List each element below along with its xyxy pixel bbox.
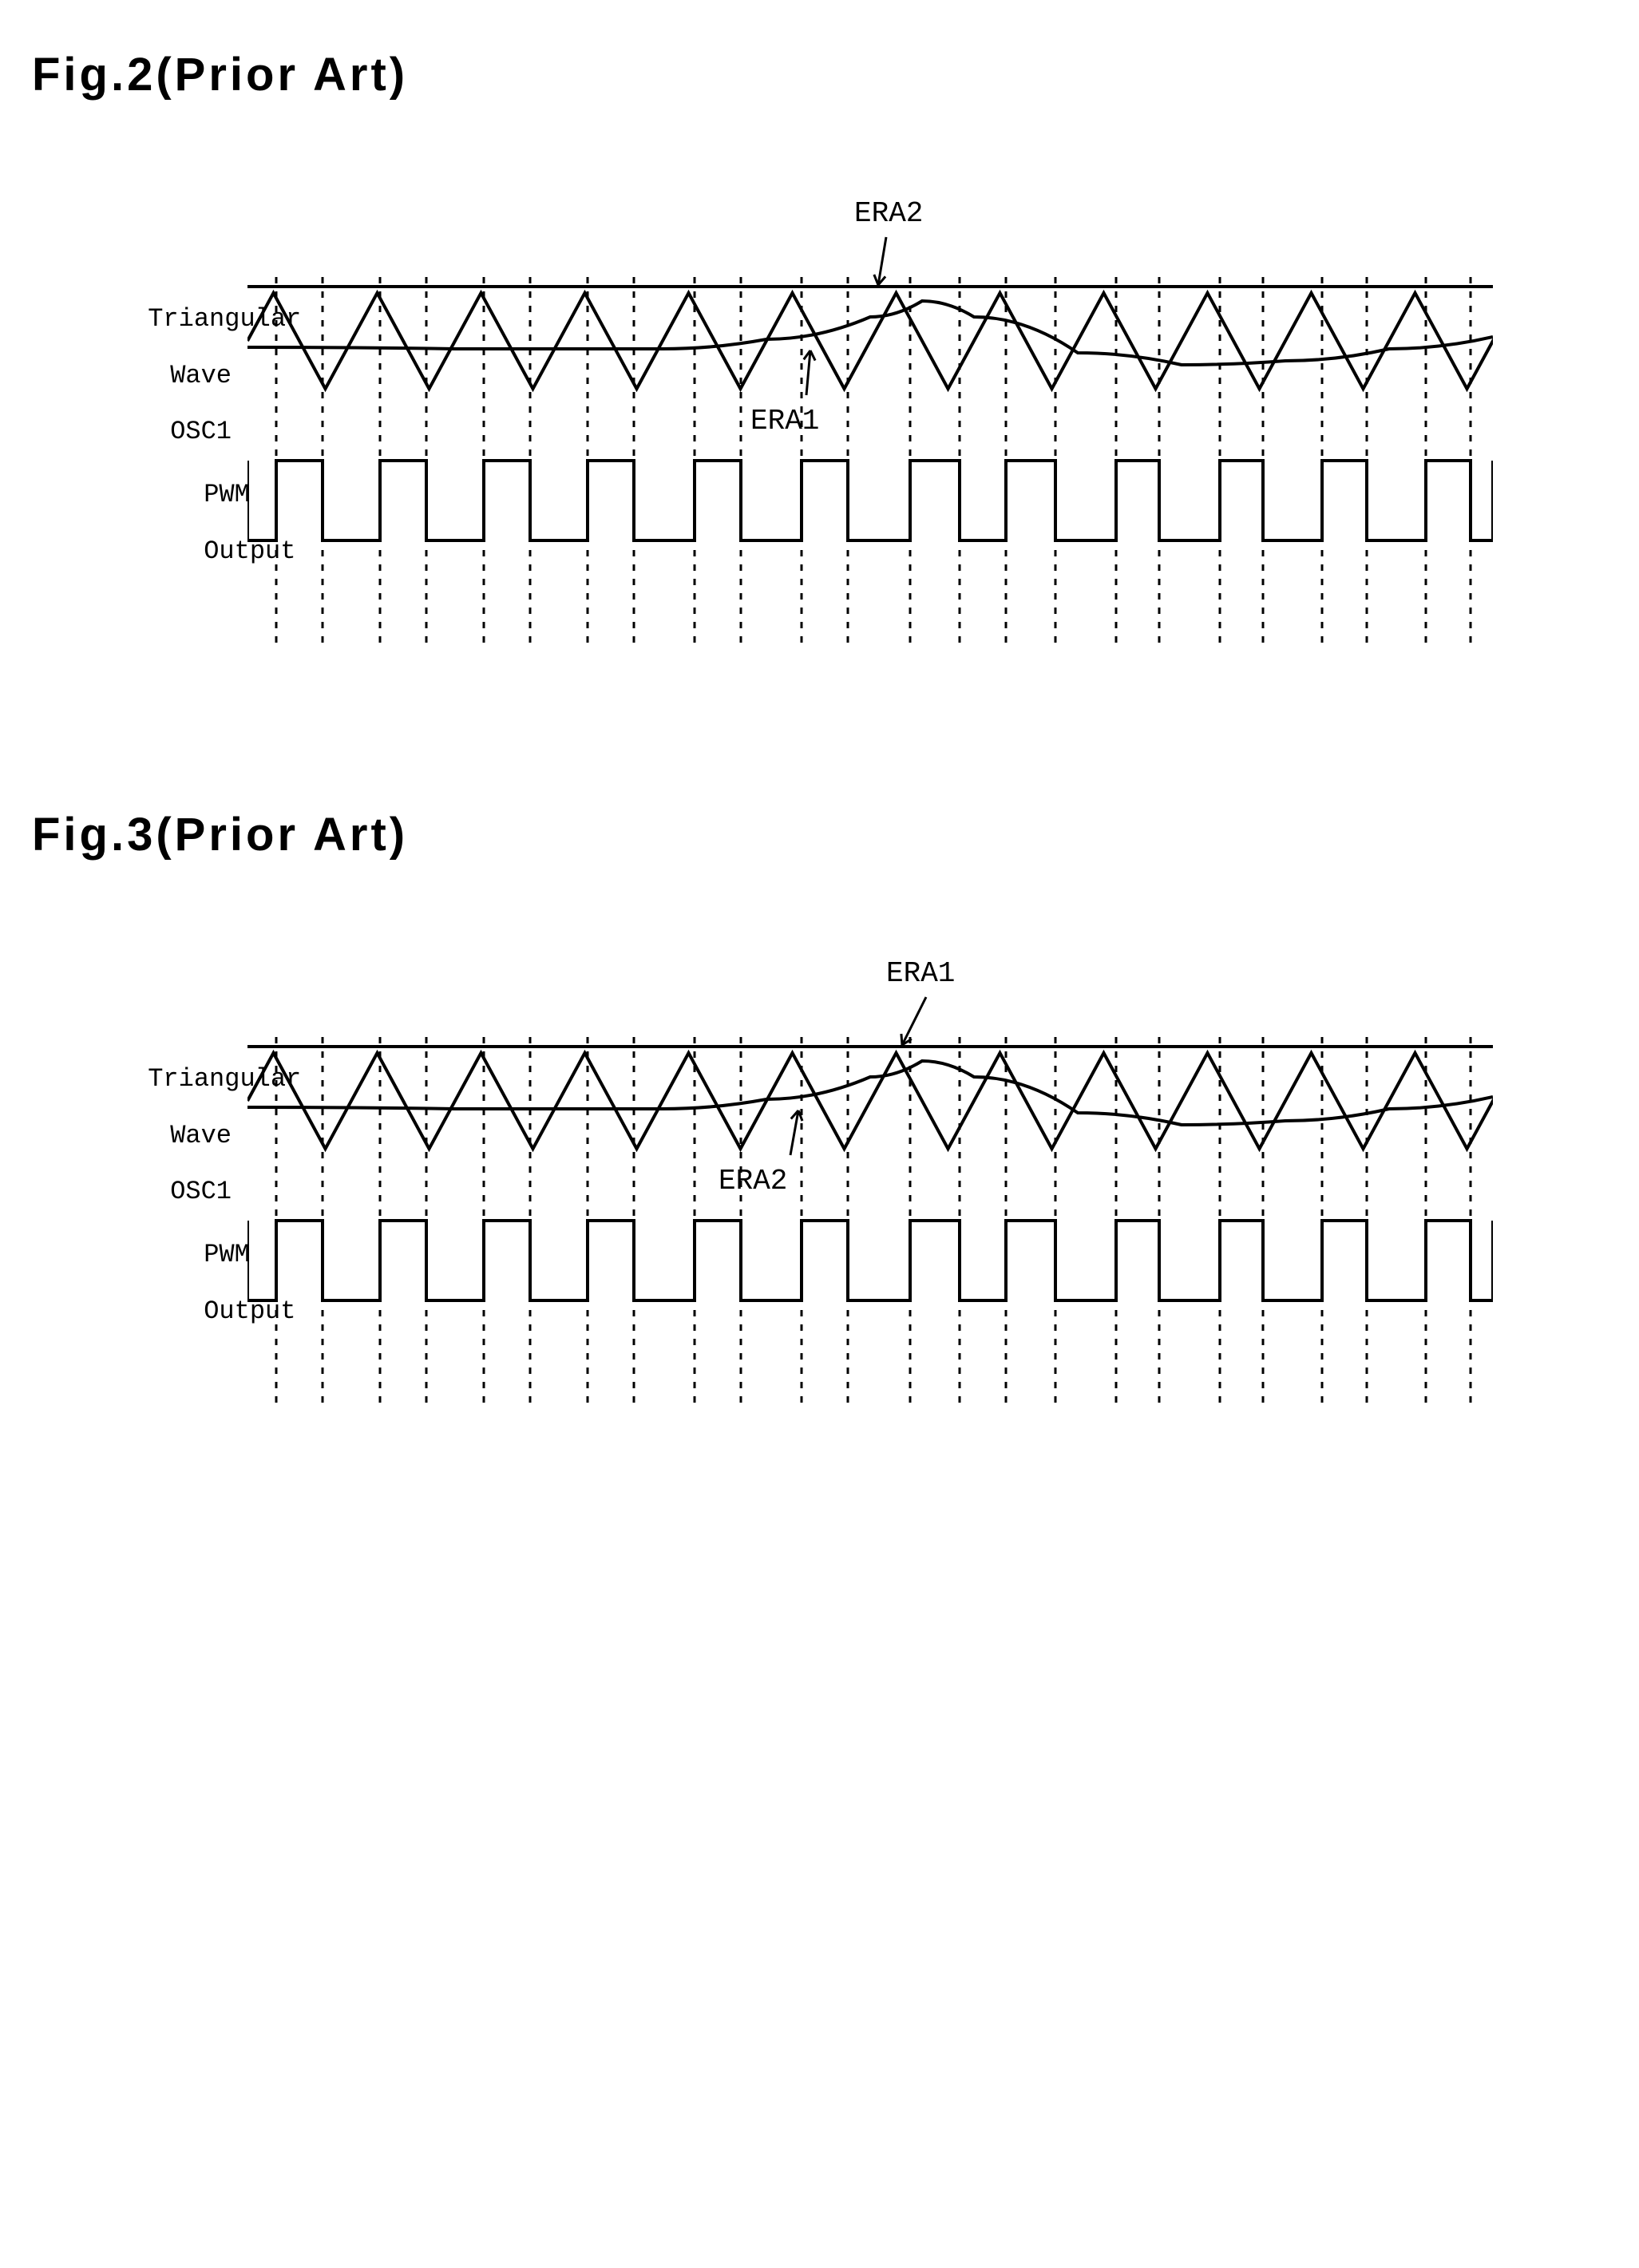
annotation-mid: ERA1 — [750, 405, 819, 437]
label-output-3: Output — [204, 1296, 295, 1326]
label-osc1-3: OSC1 — [170, 1177, 232, 1206]
label-triangular-3: Triangular — [148, 1064, 301, 1094]
fig3-row2-label: PWM Output — [112, 1213, 232, 1353]
label-wave: Wave — [170, 361, 232, 390]
fig2-row2-label: PWM Output — [112, 453, 232, 593]
fig2-row1-label: Triangular Wave OSC1 — [56, 277, 232, 473]
annotation-top: ERA2 — [854, 197, 923, 230]
fig2-svg: ERA2 ERA1 — [247, 197, 1493, 644]
label-triangular: Triangular — [148, 304, 301, 334]
fig3-svg: ERA1 ERA2 — [247, 957, 1493, 1404]
label-pwm: PWM — [204, 480, 250, 509]
label-wave-3: Wave — [170, 1121, 232, 1150]
label-osc1: OSC1 — [170, 417, 232, 446]
fig3-row1-label: Triangular Wave OSC1 — [56, 1037, 232, 1233]
figure-2-diagram: Triangular Wave OSC1 PWM Output ERA2 ERA1 — [64, 197, 1607, 648]
figure-2-title: Fig.2(Prior Art) — [32, 48, 1607, 101]
figure-3-block: Fig.3(Prior Art) Triangular Wave OSC1 PW… — [32, 808, 1607, 1408]
figure-2-block: Fig.2(Prior Art) Triangular Wave OSC1 PW… — [32, 48, 1607, 648]
label-pwm-3: PWM — [204, 1240, 250, 1269]
figure-3-diagram: Triangular Wave OSC1 PWM Output ERA1 ERA2 — [64, 957, 1607, 1408]
figure-3-title: Fig.3(Prior Art) — [32, 808, 1607, 861]
annotation-top: ERA1 — [886, 957, 955, 990]
label-output: Output — [204, 536, 295, 566]
annotation-mid: ERA2 — [719, 1165, 787, 1197]
